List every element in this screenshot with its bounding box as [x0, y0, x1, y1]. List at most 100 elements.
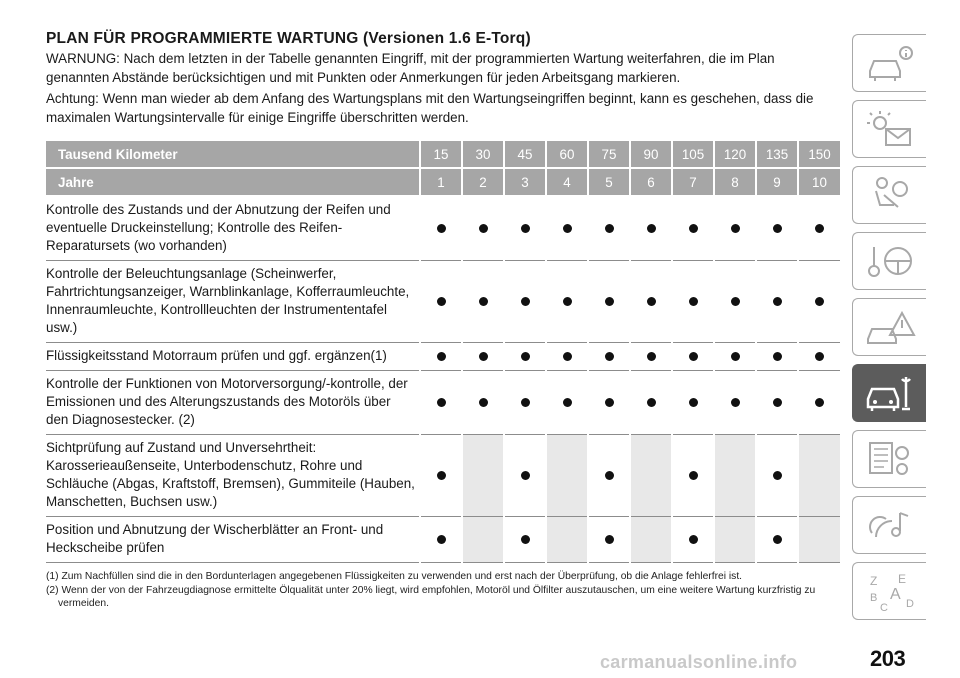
- scheduled-cell: [797, 370, 840, 435]
- scheduled-dot-icon: [436, 397, 446, 407]
- scheduled-dot-icon: [478, 397, 488, 407]
- year-value: 6: [629, 168, 672, 197]
- km-value: 30: [461, 141, 504, 169]
- scheduled-cell: [755, 516, 798, 563]
- scheduled-dot-icon: [604, 296, 614, 306]
- scheduled-dot-icon: [520, 470, 530, 480]
- scheduled-dot-icon: [730, 351, 740, 361]
- scheduled-cell: [587, 260, 630, 343]
- scheduled-cell: [713, 342, 756, 371]
- km-header-label: Tausend Kilometer: [46, 141, 420, 169]
- scheduled-dot-icon: [646, 223, 656, 233]
- scheduled-cell: [587, 516, 630, 563]
- alphabet-index-icon: Z E B AD C: [870, 572, 914, 613]
- svg-text:D: D: [906, 598, 914, 610]
- chapter-tab[interactable]: [852, 496, 926, 554]
- scheduled-dot-icon: [604, 470, 614, 480]
- year-value: 1: [419, 168, 462, 197]
- maintenance-item-text: Kontrolle des Zustands und der Abnutzung…: [46, 196, 420, 261]
- scheduled-dot-icon: [815, 223, 824, 233]
- scheduled-dot-icon: [436, 470, 446, 480]
- table-row: Kontrolle des Zustands und der Abnutzung…: [46, 196, 840, 261]
- achtung-paragraph: Achtung: Wenn man wieder ab dem Anfang d…: [46, 91, 814, 125]
- scheduled-dot-icon: [604, 223, 614, 233]
- km-value: 15: [419, 141, 462, 169]
- scheduled-cell: [419, 434, 462, 517]
- scheduled-dot-icon: [772, 470, 782, 480]
- km-value: 135: [755, 141, 798, 169]
- scheduled-dot-icon: [436, 223, 446, 233]
- empty-cell: [629, 516, 672, 563]
- svg-text:Z: Z: [870, 574, 877, 588]
- table-body: Kontrolle des Zustands und der Abnutzung…: [46, 196, 840, 563]
- scheduled-dot-icon: [520, 351, 530, 361]
- scheduled-dot-icon: [520, 397, 530, 407]
- watermark-text: carmanualsonline.info: [600, 652, 798, 672]
- chapter-tab[interactable]: [852, 232, 926, 290]
- scheduled-dot-icon: [436, 534, 446, 544]
- table-row: Position und Abnutzung der Wischerblätte…: [46, 516, 840, 563]
- scheduled-dot-icon: [772, 351, 782, 361]
- scheduled-cell: [503, 260, 546, 343]
- year-value: 9: [755, 168, 798, 197]
- year-value: 5: [587, 168, 630, 197]
- scheduled-cell: [461, 370, 504, 435]
- scheduled-dot-icon: [815, 397, 824, 407]
- maintenance-schedule-table: Tausend Kilometer 15 30 45 60 75 90 105 120 135 1…: [46, 141, 840, 563]
- scheduled-cell: [755, 434, 798, 517]
- chapter-tab[interactable]: [852, 430, 926, 488]
- svg-text:E: E: [898, 572, 906, 586]
- chapter-tab[interactable]: [852, 364, 926, 422]
- scheduled-dot-icon: [520, 223, 530, 233]
- empty-cell: [545, 516, 588, 563]
- scheduled-cell: [755, 342, 798, 371]
- km-header-row: Tausend Kilometer 15 30 45 60 75 90 105 120 135 1…: [46, 141, 840, 169]
- maintenance-item-text: Flüssigkeitsstand Motorraum prüfen und g…: [46, 342, 420, 371]
- scheduled-cell: [797, 260, 840, 343]
- scheduled-cell: [461, 342, 504, 371]
- svg-text:C: C: [880, 602, 888, 613]
- table-row: Kontrolle der Beleuchtungsanlage (Schein…: [46, 260, 840, 343]
- scheduled-dot-icon: [436, 296, 446, 306]
- scheduled-cell: [419, 196, 462, 261]
- empty-cell: [713, 434, 756, 517]
- chapter-tab[interactable]: [852, 298, 926, 356]
- empty-cell: [797, 434, 840, 517]
- chapter-tab[interactable]: [852, 34, 926, 92]
- year-value: 3: [503, 168, 546, 197]
- scheduled-dot-icon: [604, 397, 614, 407]
- scheduled-cell: [503, 342, 546, 371]
- scheduled-cell: [545, 260, 588, 343]
- scheduled-dot-icon: [520, 534, 530, 544]
- year-value: 2: [461, 168, 504, 197]
- spec-sheet-gears-icon: [868, 442, 909, 475]
- empty-cell: [461, 516, 504, 563]
- scheduled-cell: [587, 196, 630, 261]
- scheduled-dot-icon: [646, 397, 656, 407]
- maintenance-item-text: Position und Abnutzung der Wischerblätte…: [46, 516, 420, 563]
- empty-cell: [461, 434, 504, 517]
- km-value: 120: [713, 141, 756, 169]
- maintenance-item-text: Sichtprüfung auf Zustand und Unversehrth…: [46, 434, 420, 517]
- scheduled-cell: [713, 196, 756, 261]
- chapter-tab[interactable]: [852, 100, 926, 158]
- svg-text:A: A: [890, 586, 901, 603]
- scheduled-cell: [461, 196, 504, 261]
- car-info-icon: [868, 46, 913, 81]
- scheduled-dot-icon: [772, 397, 782, 407]
- scheduled-dot-icon: [562, 397, 572, 407]
- scheduled-dot-icon: [815, 296, 824, 306]
- scheduled-dot-icon: [772, 296, 782, 306]
- scheduled-cell: [503, 370, 546, 435]
- scheduled-dot-icon: [772, 223, 782, 233]
- km-value: 105: [671, 141, 714, 169]
- km-value: 75: [587, 141, 630, 169]
- chapter-tab[interactable]: [852, 166, 926, 224]
- scheduled-dot-icon: [646, 296, 656, 306]
- page-title: PLAN FÜR PROGRAMMIERTE WARTUNG (Versione…: [46, 30, 531, 47]
- scheduled-cell: [629, 196, 672, 261]
- scheduled-cell: [755, 196, 798, 261]
